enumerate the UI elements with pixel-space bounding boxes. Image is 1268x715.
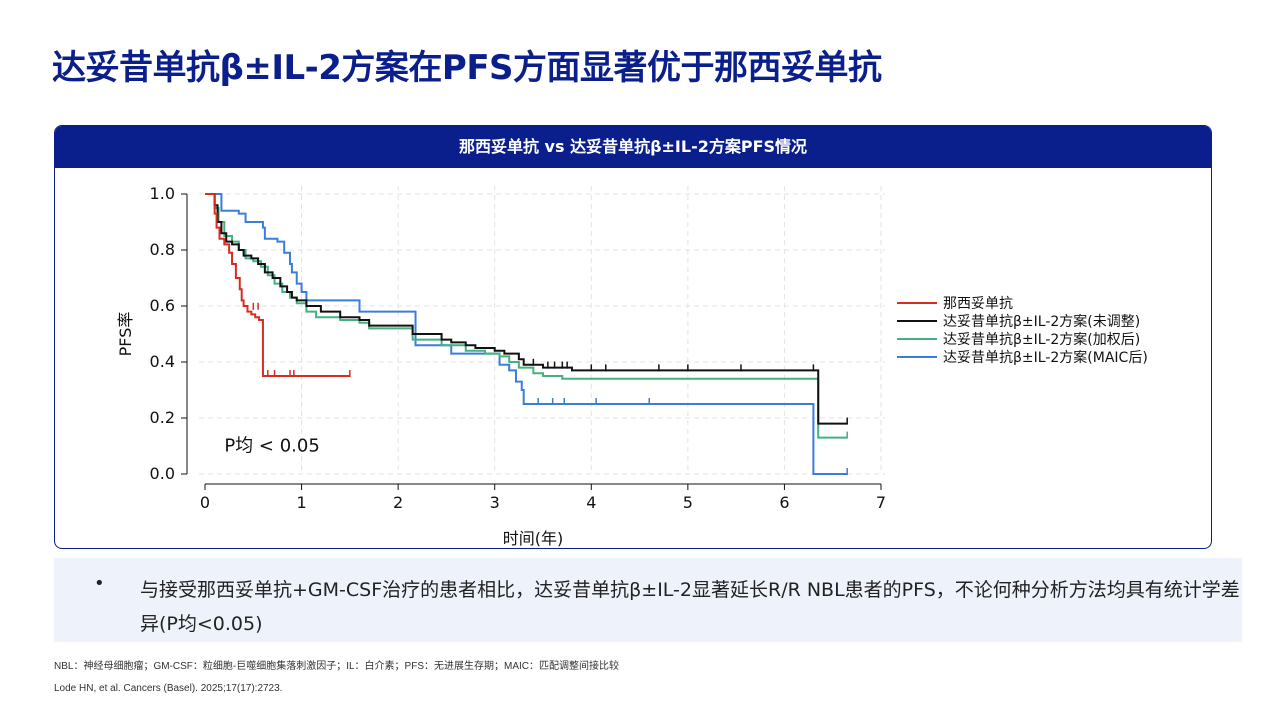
chart-panel-title: 那西妥单抗 vs 达妥昔单抗β±IL-2方案PFS情况 [55, 126, 1211, 168]
x-tick-label: 7 [876, 493, 886, 512]
x-tick-label: 1 [296, 493, 306, 512]
km-curve-3 [205, 193, 848, 439]
p-value-annotation: P均 < 0.05 [224, 436, 319, 457]
summary-text: 与接受那西妥单抗+GM-CSF治疗的患者相比，达妥昔单抗β±IL-2显著延长R/… [140, 579, 1240, 635]
bullet-dot-icon: • [94, 573, 105, 594]
km-curve-4 [205, 193, 848, 475]
x-tick-label: 6 [779, 493, 789, 512]
x-tick-label: 4 [586, 493, 596, 512]
y-axis-title: PFS率 [116, 312, 135, 357]
legend-label-2: 达妥昔单抗β±IL-2方案(未调整) [943, 313, 1140, 330]
km-curve-2 [205, 193, 848, 425]
page-title: 达妥昔单抗β±IL-2方案在PFS方面显著优于那西妥单抗 [52, 48, 882, 88]
y-tick-label: 0.2 [150, 408, 175, 427]
x-axis-title: 时间(年) [503, 529, 564, 548]
x-tick-label: 3 [490, 493, 500, 512]
y-tick-label: 0.6 [150, 296, 175, 315]
y-tick-label: 0.8 [150, 240, 175, 259]
summary-box: • 与接受那西妥单抗+GM-CSF治疗的患者相比，达妥昔单抗β±IL-2显著延长… [54, 558, 1242, 642]
y-tick-label: 0.4 [150, 352, 175, 371]
reference-footnote: Lode HN, et al. Cancers (Basel). 2025;17… [54, 683, 283, 694]
km-curve-1 [205, 193, 350, 377]
x-tick-label: 2 [393, 493, 403, 512]
legend-label-1: 那西妥单抗 [943, 296, 1013, 312]
legend-label-3: 达妥昔单抗β±IL-2方案(加权后) [943, 331, 1140, 348]
y-tick-label: 1.0 [150, 184, 175, 203]
x-tick-label: 0 [200, 493, 210, 512]
x-tick-label: 5 [683, 493, 693, 512]
abbreviation-footnote: NBL：神经母细胞瘤；GM-CSF：粒细胞-巨噬细胞集落刺激因子；IL：白介素；… [54, 661, 620, 672]
km-chart: 0.0 0.2 0.4 0.6 0.8 1.0 0 1 2 3 4 5 6 7 时间(年) PFS率 P均 < … [116, 184, 1148, 548]
chart-panel: 那西妥单抗 vs 达妥昔单抗β±IL-2方案PFS情况 0.0 0.2 0.4 0.6… [54, 125, 1212, 549]
y-tick-label: 0.0 [150, 464, 175, 483]
legend-label-4: 达妥昔单抗β±IL-2方案(MAIC后) [943, 349, 1148, 366]
